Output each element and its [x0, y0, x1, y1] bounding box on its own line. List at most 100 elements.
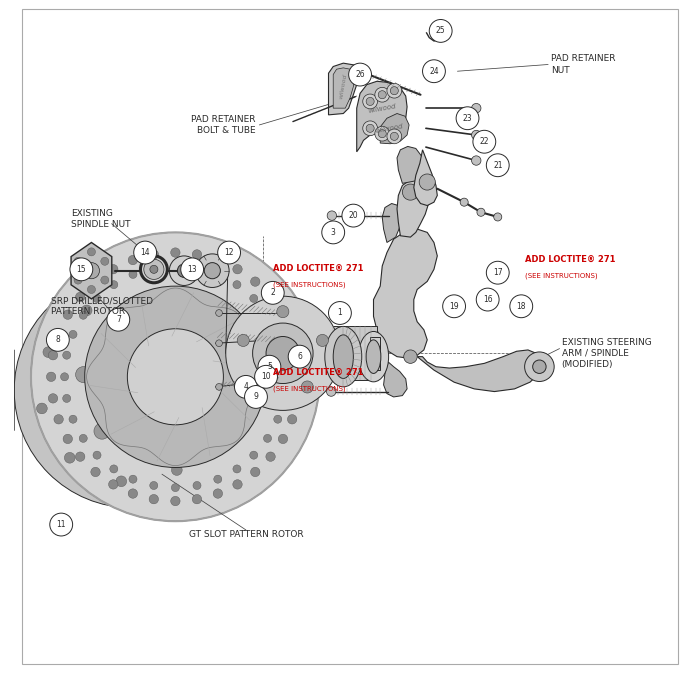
Circle shape [50, 513, 73, 536]
Circle shape [136, 294, 148, 304]
Polygon shape [397, 180, 428, 237]
Text: 2: 2 [270, 288, 275, 297]
Text: 1: 1 [337, 308, 342, 318]
Polygon shape [328, 63, 358, 115]
Circle shape [460, 198, 468, 206]
Text: 6: 6 [298, 352, 302, 361]
Circle shape [214, 475, 222, 483]
Polygon shape [333, 68, 355, 108]
Circle shape [91, 277, 100, 286]
Circle shape [266, 292, 275, 302]
Circle shape [188, 317, 199, 328]
Circle shape [88, 248, 95, 256]
Polygon shape [370, 336, 380, 370]
Circle shape [110, 465, 118, 473]
Circle shape [129, 475, 137, 483]
Circle shape [233, 480, 242, 489]
Circle shape [316, 334, 328, 347]
Polygon shape [384, 362, 407, 397]
Circle shape [63, 434, 73, 444]
Circle shape [216, 340, 223, 347]
Circle shape [129, 271, 137, 279]
Text: wilwood: wilwood [339, 73, 348, 100]
Circle shape [60, 373, 69, 381]
Polygon shape [397, 147, 423, 183]
Circle shape [108, 264, 118, 274]
Circle shape [54, 415, 63, 424]
Circle shape [76, 367, 92, 383]
Text: EXISTING STEERING
ARM / SPINDLE
(MODIFIED): EXISTING STEERING ARM / SPINDLE (MODIFIE… [561, 338, 651, 369]
Circle shape [456, 107, 479, 130]
Text: 16: 16 [483, 295, 493, 304]
Text: GT SLOT PATTERN ROTOR: GT SLOT PATTERN ROTOR [188, 530, 303, 539]
Text: 17: 17 [493, 269, 503, 277]
Circle shape [472, 104, 481, 113]
Text: 3: 3 [331, 228, 335, 237]
Circle shape [101, 276, 108, 284]
Text: PAD RETAINER
BOLT & TUBE: PAD RETAINER BOLT & TUBE [192, 115, 256, 135]
Text: 23: 23 [463, 114, 473, 122]
Text: 14: 14 [140, 248, 150, 257]
Circle shape [263, 434, 272, 442]
Circle shape [128, 255, 138, 264]
Text: 12: 12 [225, 248, 234, 257]
Circle shape [150, 481, 158, 489]
Circle shape [150, 265, 158, 273]
Circle shape [378, 91, 386, 99]
Circle shape [43, 347, 54, 357]
Circle shape [282, 373, 290, 381]
Circle shape [63, 351, 71, 359]
Text: wilwood: wilwood [368, 103, 397, 114]
Circle shape [288, 330, 297, 339]
Circle shape [423, 60, 445, 83]
Circle shape [124, 332, 140, 348]
Circle shape [214, 271, 222, 279]
Circle shape [116, 476, 127, 487]
Circle shape [107, 308, 130, 331]
Circle shape [237, 334, 249, 347]
Text: 10: 10 [261, 372, 271, 382]
Circle shape [74, 276, 82, 284]
Circle shape [251, 277, 260, 286]
Circle shape [233, 264, 242, 274]
Circle shape [276, 306, 289, 318]
Circle shape [266, 336, 300, 370]
Circle shape [477, 208, 485, 216]
Circle shape [295, 372, 304, 382]
Circle shape [274, 330, 282, 339]
Circle shape [349, 63, 372, 86]
Circle shape [171, 248, 180, 257]
Text: 24: 24 [429, 67, 439, 76]
Circle shape [128, 489, 138, 498]
Text: 11: 11 [57, 520, 66, 529]
Text: 7: 7 [116, 315, 120, 324]
Text: 21: 21 [493, 161, 503, 170]
Circle shape [472, 156, 481, 166]
Circle shape [233, 281, 241, 289]
Text: 19: 19 [449, 302, 459, 311]
Polygon shape [417, 350, 543, 392]
Circle shape [70, 258, 93, 281]
Circle shape [293, 394, 302, 403]
Circle shape [171, 497, 180, 505]
Circle shape [93, 294, 101, 302]
Circle shape [149, 250, 158, 259]
Circle shape [391, 87, 398, 95]
Circle shape [46, 372, 56, 382]
Circle shape [83, 262, 99, 279]
Circle shape [473, 131, 496, 153]
Text: (SEE INSTRUCTIONS): (SEE INSTRUCTIONS) [524, 273, 597, 279]
Circle shape [153, 423, 169, 439]
Circle shape [108, 480, 118, 489]
Circle shape [46, 328, 69, 351]
Circle shape [253, 323, 313, 384]
Circle shape [430, 26, 441, 36]
Text: 5: 5 [267, 362, 272, 371]
Circle shape [258, 355, 281, 378]
Circle shape [48, 394, 57, 403]
Text: 15: 15 [76, 265, 86, 274]
Circle shape [472, 131, 481, 140]
Circle shape [31, 232, 320, 521]
Circle shape [255, 365, 277, 388]
Circle shape [88, 285, 95, 293]
